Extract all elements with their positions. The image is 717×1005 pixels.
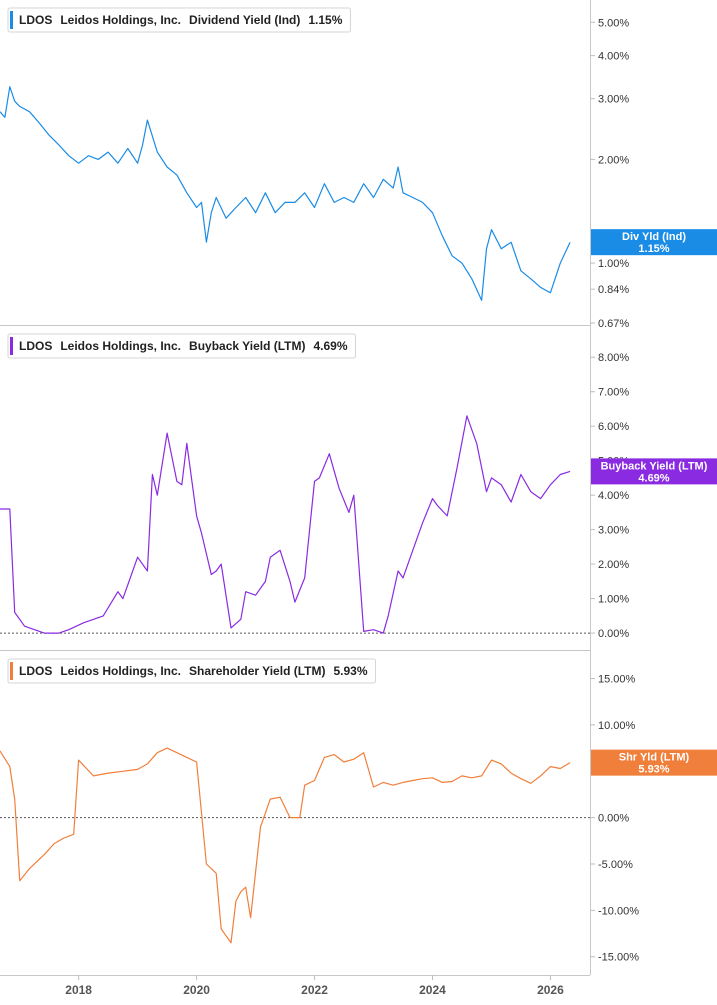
y-tick-label: 4.00% (598, 490, 629, 502)
tag-value: 5.93% (638, 764, 669, 776)
y-tick-label: -10.00% (598, 905, 639, 917)
legend-metric: Dividend Yield (Ind) (189, 13, 300, 27)
legend-metric: Buyback Yield (LTM) (189, 339, 305, 353)
series-line (0, 86, 571, 301)
current-value-tag: Shr Yld (LTM)5.93% (591, 749, 717, 776)
legend-value: 1.15% (308, 13, 342, 27)
x-tick-label: 2020 (183, 983, 210, 997)
tag-label: Buyback Yield (LTM) (601, 460, 708, 472)
tag-value: 4.69% (638, 472, 669, 484)
chart-panels: 5.00% 4.00% 3.00% 2.00% 1.00% 0.84% 0.67% Div Y… (0, 7, 717, 964)
y-tick-label: 0.84% (598, 284, 629, 296)
legend-color-bar (10, 337, 13, 355)
legend: LDOS Leidos Holdings, Inc. Shareholder Yie… (7, 658, 377, 684)
y-tick-label: 2.00% (598, 154, 629, 166)
y-tick-label: 15.00% (598, 674, 636, 686)
legend-color-bar (10, 11, 13, 29)
y-tick-label: 1.00% (598, 258, 629, 270)
current-value-tag: Buyback Yield (LTM)4.69% (591, 458, 717, 485)
y-tick-label: 6.00% (598, 421, 629, 433)
series-line (0, 747, 571, 944)
tag-background (591, 458, 717, 485)
panel-2: 8.00%7.00%6.00%5.00%4.00%3.00%2.00%1.00%… (0, 333, 717, 640)
series-line (0, 415, 571, 634)
y-tick-label: 3.00% (598, 525, 629, 537)
y-tick-label: 0.00% (598, 813, 629, 825)
y-tick-label: 3.00% (598, 94, 629, 106)
y-tick-label: 1.00% (598, 594, 629, 606)
y-tick-label: 0.00% (598, 628, 629, 640)
x-tick-label: 2024 (419, 983, 446, 997)
legend-ticker: LDOS (19, 664, 52, 678)
legend-metric: Shareholder Yield (LTM) (189, 664, 325, 678)
y-tick-label: 5.00% (598, 17, 629, 29)
x-axis: 2018 2020 2022 2024 2026 (65, 975, 564, 997)
legend-company: Leidos Holdings, Inc. (60, 339, 181, 353)
y-tick-label: -15.00% (598, 952, 639, 964)
tag-background (591, 749, 717, 776)
y-tick-label: 0.67% (598, 318, 629, 330)
y-tick-label: 8.00% (598, 352, 629, 364)
panel-3: 15.00%10.00%5.00%0.00%-5.00%-10.00%-15.0… (0, 658, 717, 964)
legend: LDOS Leidos Holdings, Inc. Buyback Yield (… (7, 333, 357, 359)
legend-value: 5.93% (334, 664, 368, 678)
legend-color-bar (10, 662, 13, 680)
tag-label: Div Yld (Ind) (622, 231, 686, 243)
legend-ticker: LDOS (19, 13, 52, 27)
legend-company: Leidos Holdings, Inc. (60, 664, 181, 678)
legend-ticker: LDOS (19, 339, 52, 353)
legend-box (7, 333, 357, 359)
legend-box (7, 658, 377, 684)
y-tick-label: 4.00% (598, 51, 629, 63)
tag-background (591, 229, 717, 256)
legend-company: Leidos Holdings, Inc. (60, 13, 181, 27)
x-tick-label: 2022 (301, 983, 328, 997)
legend-value: 4.69% (314, 339, 348, 353)
current-value-tag: Div Yld (Ind)1.15% (591, 229, 717, 256)
tag-label: Shr Yld (LTM) (619, 752, 690, 764)
y-tick-label: -5.00% (598, 859, 633, 871)
legend-box (7, 7, 351, 33)
y-tick-label: 10.00% (598, 720, 636, 732)
panel-1: 5.00% 4.00% 3.00% 2.00% 1.00% 0.84% 0.67% Div Y… (0, 7, 717, 330)
y-tick-label: 2.00% (598, 559, 629, 571)
tag-value: 1.15% (638, 243, 669, 255)
x-tick-label: 2018 (65, 983, 92, 997)
legend: LDOS Leidos Holdings, Inc. Dividend Yield … (7, 7, 351, 33)
y-tick-label: 7.00% (598, 387, 629, 399)
x-tick-label: 2026 (537, 983, 564, 997)
